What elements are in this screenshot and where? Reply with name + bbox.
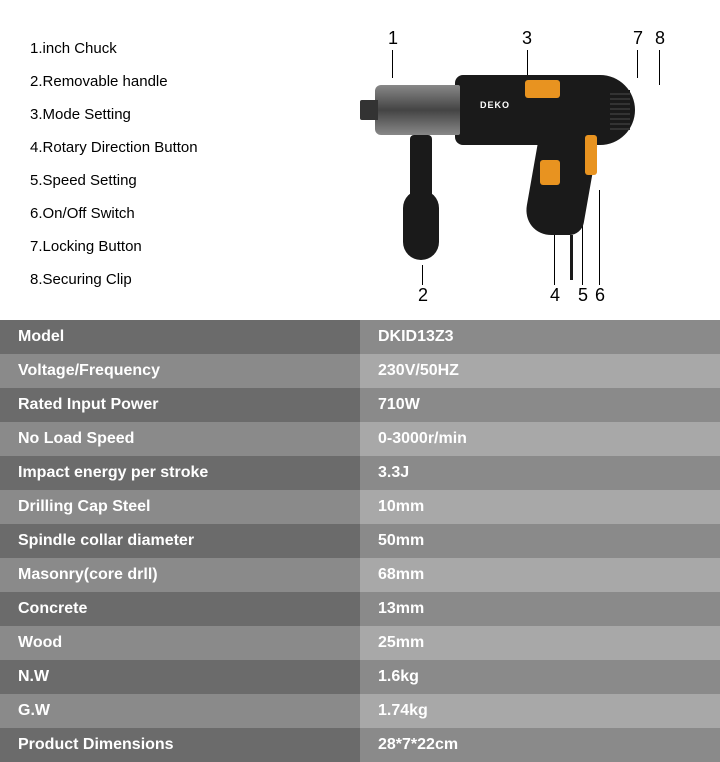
spec-value: 13mm bbox=[360, 592, 720, 626]
table-row: Impact energy per stroke3.3J bbox=[0, 456, 720, 490]
spec-label: Masonry(core drll) bbox=[0, 558, 360, 592]
spec-value: 1.6kg bbox=[360, 660, 720, 694]
table-row: G.W1.74kg bbox=[0, 694, 720, 728]
spec-value: 230V/50HZ bbox=[360, 354, 720, 388]
table-row: No Load Speed0-3000r/min bbox=[0, 422, 720, 456]
callout-7: 7 bbox=[633, 28, 643, 49]
spec-label: Product Dimensions bbox=[0, 728, 360, 762]
callout-5: 5 bbox=[578, 285, 588, 306]
table-row: Drilling Cap Steel10mm bbox=[0, 490, 720, 524]
spec-value: 0-3000r/min bbox=[360, 422, 720, 456]
spec-value: 3.3J bbox=[360, 456, 720, 490]
table-row: Concrete13mm bbox=[0, 592, 720, 626]
spec-label: Drilling Cap Steel bbox=[0, 490, 360, 524]
feature-item: 3.Mode Setting bbox=[30, 106, 310, 123]
feature-item: 7.Locking Button bbox=[30, 238, 310, 255]
spec-value: 25mm bbox=[360, 626, 720, 660]
spec-value: 1.74kg bbox=[360, 694, 720, 728]
spec-value: 28*7*22cm bbox=[360, 728, 720, 762]
table-row: N.W1.6kg bbox=[0, 660, 720, 694]
callout-3: 3 bbox=[522, 28, 532, 49]
table-row: Spindle collar diameter50mm bbox=[0, 524, 720, 558]
spec-label: Rated Input Power bbox=[0, 388, 360, 422]
feature-item: 8.Securing Clip bbox=[30, 271, 310, 288]
spec-value: 710W bbox=[360, 388, 720, 422]
table-row: Product Dimensions28*7*22cm bbox=[0, 728, 720, 762]
spec-label: Concrete bbox=[0, 592, 360, 626]
callout-4: 4 bbox=[550, 285, 560, 306]
spec-value: 50mm bbox=[360, 524, 720, 558]
spec-label: Voltage/Frequency bbox=[0, 354, 360, 388]
spec-label: N.W bbox=[0, 660, 360, 694]
callout-8: 8 bbox=[655, 28, 665, 49]
feature-item: 5.Speed Setting bbox=[30, 172, 310, 189]
spec-label: G.W bbox=[0, 694, 360, 728]
callout-2: 2 bbox=[418, 285, 428, 306]
feature-item: 6.On/Off Switch bbox=[30, 205, 310, 222]
callout-6: 6 bbox=[595, 285, 605, 306]
spec-value: 10mm bbox=[360, 490, 720, 524]
table-row: Wood25mm bbox=[0, 626, 720, 660]
drill-illustration: DEKO bbox=[375, 75, 645, 275]
feature-item: 1.inch Chuck bbox=[30, 40, 310, 57]
spec-label: Wood bbox=[0, 626, 360, 660]
product-diagram: 1 3 7 8 2 4 5 6 DEKO bbox=[310, 20, 690, 300]
spec-label: Spindle collar diameter bbox=[0, 524, 360, 558]
brand-label: DEKO bbox=[480, 100, 510, 110]
spec-label: Impact energy per stroke bbox=[0, 456, 360, 490]
spec-table: ModelDKID13Z3 Voltage/Frequency230V/50HZ… bbox=[0, 320, 720, 762]
spec-value: DKID13Z3 bbox=[360, 320, 720, 354]
feature-list: 1.inch Chuck 2.Removable handle 3.Mode S… bbox=[30, 20, 310, 300]
spec-label: Model bbox=[0, 320, 360, 354]
table-row: Rated Input Power710W bbox=[0, 388, 720, 422]
spec-value: 68mm bbox=[360, 558, 720, 592]
spec-label: No Load Speed bbox=[0, 422, 360, 456]
table-row: Masonry(core drll)68mm bbox=[0, 558, 720, 592]
feature-item: 2.Removable handle bbox=[30, 73, 310, 90]
callout-1: 1 bbox=[388, 28, 398, 49]
table-row: ModelDKID13Z3 bbox=[0, 320, 720, 354]
feature-item: 4.Rotary Direction Button bbox=[30, 139, 310, 156]
table-row: Voltage/Frequency230V/50HZ bbox=[0, 354, 720, 388]
